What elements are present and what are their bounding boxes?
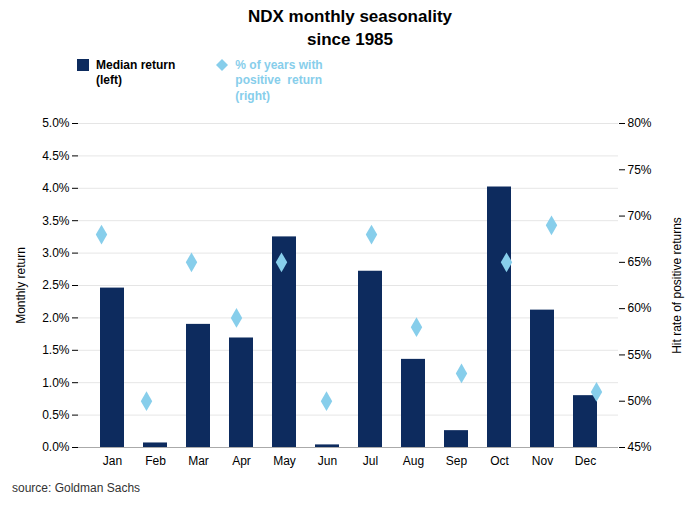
svg-text:2.0%: 2.0% <box>42 310 70 324</box>
svg-text:May: May <box>273 454 296 468</box>
svg-text:Jun: Jun <box>318 454 337 468</box>
svg-text:55%: 55% <box>628 347 652 361</box>
svg-text:Feb: Feb <box>145 454 166 468</box>
svg-text:Hit rate of positive returns: Hit rate of positive returns <box>670 217 684 354</box>
svg-text:60%: 60% <box>628 301 652 315</box>
svg-text:4.0%: 4.0% <box>42 181 70 195</box>
svg-text:Monthly return: Monthly return <box>14 247 28 324</box>
svg-text:Sep: Sep <box>446 454 468 468</box>
svg-text:0.0%: 0.0% <box>42 440 70 454</box>
svg-text:Jan: Jan <box>103 454 122 468</box>
svg-text:Mar: Mar <box>188 454 209 468</box>
svg-text:Dec: Dec <box>575 454 596 468</box>
html-text:Median return (left): Median return (left) <box>96 57 176 88</box>
svg-text:80%: 80% <box>628 116 652 130</box>
svg-text:50%: 50% <box>628 394 652 408</box>
svg-text:1.0%: 1.0% <box>42 375 70 389</box>
svg-text:0.5%: 0.5% <box>42 408 70 422</box>
svg-text:Aug: Aug <box>403 454 424 468</box>
svg-text:75%: 75% <box>628 162 652 176</box>
svg-text:Jul: Jul <box>363 454 378 468</box>
svg-text:1.5%: 1.5% <box>42 343 70 357</box>
svg-text:65%: 65% <box>628 255 652 269</box>
html-text:% of years with positive retur: % of years with positive return (right) <box>235 57 323 104</box>
svg-text:3.5%: 3.5% <box>42 213 70 227</box>
svg-text:Oct: Oct <box>490 454 509 468</box>
svg-text:Apr: Apr <box>232 454 251 468</box>
svg-text:3.0%: 3.0% <box>42 246 70 260</box>
svg-text:2.5%: 2.5% <box>42 278 70 292</box>
svg-text:45%: 45% <box>628 440 652 454</box>
html-text:NDX monthly seasonality since: NDX monthly seasonality since 1985 <box>248 7 452 49</box>
svg-text:5.0%: 5.0% <box>42 116 70 130</box>
svg-text:4.5%: 4.5% <box>42 148 70 162</box>
html-text:source: Goldman Sachs: source: Goldman Sachs <box>12 480 141 495</box>
svg-text:Nov: Nov <box>532 454 553 468</box>
svg-text:70%: 70% <box>628 209 652 223</box>
